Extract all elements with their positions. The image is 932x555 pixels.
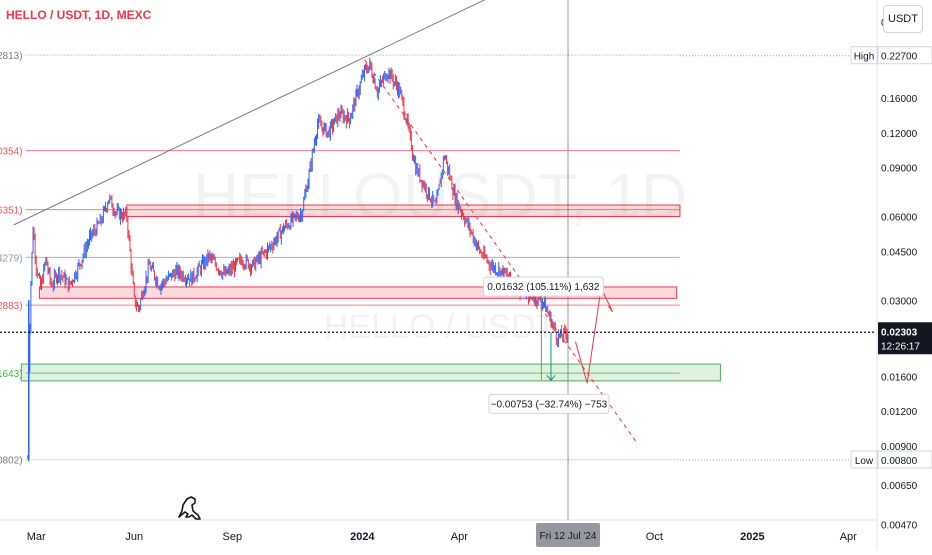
- measure-label-box: [488, 393, 610, 414]
- fib-level-label: 0.786 (0.01643): [0, 369, 23, 380]
- fib-level-label: 0 (0.22813): [0, 51, 23, 62]
- price-axis-tick: 0.00470: [881, 520, 918, 531]
- price-axis-tick: 0.04500: [881, 247, 918, 258]
- time-axis[interactable]: MarJunSep2024AprJulOct2025AprFri 12 Jul …: [0, 519, 876, 547]
- fib-level-label: 0.5 (0.04279): [0, 253, 23, 264]
- ascending-trendline[interactable]: [13, 0, 523, 226]
- time-axis-label: Oct: [646, 531, 663, 543]
- time-axis-label: Apr: [451, 531, 468, 543]
- measure-label: −0.00753 (−32.74%) −753: [491, 399, 608, 410]
- time-axis-label: 2025: [740, 531, 764, 543]
- zones[interactable]: [20, 204, 721, 382]
- time-axis-label: Jun: [125, 531, 143, 543]
- symbol-title[interactable]: HELLO / USDT, 1D, MEXC: [6, 8, 152, 22]
- fibonacci-retracement[interactable]: 0 (0.22813) 0.236 (0.10354) 0.382 (0.06351…: [0, 0, 680, 520]
- time-axis-label: Apr: [840, 531, 857, 543]
- price-badge-tag-box: [850, 450, 878, 469]
- price-axis-tick: 0.03000: [881, 296, 918, 307]
- price-badge-value: 0.22700: [881, 52, 918, 63]
- fib-level-label: 0.618 (0.02883): [0, 301, 23, 312]
- support-zone[interactable]: [20, 363, 721, 382]
- crosshair-date-badge: [536, 523, 601, 547]
- measurements[interactable]: 0.01632 (105.11%) 1,632 −0.00753 (−32.74%…: [0, 276, 876, 414]
- price-badge-tag: High: [854, 52, 875, 63]
- last-price-countdown: 12:26:17: [881, 341, 920, 352]
- measure-label: 0.01632 (105.11%) 1,632: [487, 282, 600, 293]
- price-axis-tick: 0.16000: [881, 94, 918, 105]
- time-axis-label: 2024: [350, 531, 375, 543]
- price-axis-tick: 0.06000: [881, 213, 918, 224]
- measure-label-box: [482, 276, 604, 297]
- crosshair-date-label: Fri 12 Jul '24: [540, 531, 597, 542]
- last-price-value: 0.02303: [881, 327, 918, 338]
- price-axis-tick: 0.01600: [881, 372, 918, 383]
- watermark-small: HELLO / USDT: [324, 308, 556, 346]
- time-axis-label: Mar: [27, 531, 46, 543]
- measure-arrow-icon: [546, 375, 556, 382]
- price-badge-tag-box: [850, 46, 878, 65]
- resistance-zone-lower[interactable]: [38, 286, 678, 299]
- price-axis-tick: 0.00650: [881, 481, 918, 492]
- fib-level-label: 1 (0.00802): [0, 456, 23, 467]
- resistance-zone-upper[interactable]: [126, 204, 681, 218]
- price-axis-tick: 0.12000: [881, 129, 918, 140]
- price-axis[interactable]: 0.300000.160000.120000.090000.060000.045…: [679, 0, 932, 550]
- price-badge-value: 0.00800: [881, 456, 918, 467]
- price-badge-tag: Low: [855, 456, 874, 467]
- currency-button[interactable]: USDT: [883, 5, 923, 33]
- watermark-big: HELLOUSDT, 1D: [193, 160, 687, 232]
- fib-level-label: 0.236 (0.10354): [0, 147, 23, 158]
- fib-level-label: 0.382 (0.06351): [0, 206, 23, 217]
- price-axis-tick: 0.09000: [881, 164, 918, 175]
- watermark: HELLOUSDT, 1D HELLO / USDT: [193, 160, 687, 346]
- time-axis-label: Sep: [223, 531, 243, 543]
- price-axis-tick: 0.01200: [881, 407, 918, 418]
- candles: [27, 57, 569, 462]
- price-axis-tick: 0.00900: [881, 442, 918, 453]
- price-badge-value-box: [877, 450, 932, 469]
- tradingview-dino-logo-icon[interactable]: [176, 493, 202, 521]
- price-badge-value-box: [877, 46, 932, 65]
- descending-trendline[interactable]: [364, 59, 637, 443]
- last-price-badge[interactable]: [878, 322, 932, 355]
